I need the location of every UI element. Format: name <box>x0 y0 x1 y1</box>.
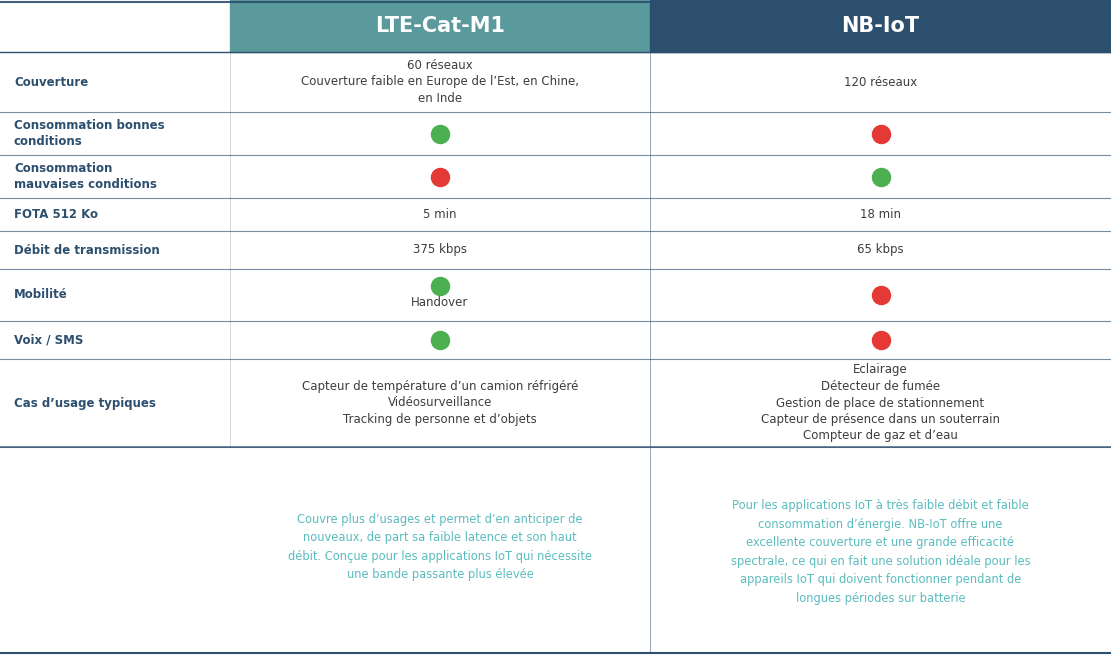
Text: Pour les applications IoT à très faible débit et faible
consommation d’énergie. : Pour les applications IoT à très faible … <box>731 499 1030 604</box>
Text: 60 réseaux
Couverture faible en Europe de l’Est, en Chine,
en Inde: 60 réseaux Couverture faible en Europe d… <box>301 59 579 105</box>
Text: 18 min: 18 min <box>860 208 901 221</box>
Text: Handover: Handover <box>411 296 469 309</box>
Text: 65 kbps: 65 kbps <box>858 244 904 256</box>
Text: Capteur de température d’un camion réfrigéré
Vidéosurveillance
Tracking de perso: Capteur de température d’un camion réfri… <box>302 380 578 426</box>
Text: Couvre plus d’usages et permet d’en anticiper de
nouveaux, de part sa faible lat: Couvre plus d’usages et permet d’en anti… <box>288 512 592 581</box>
Text: 120 réseaux: 120 réseaux <box>844 76 917 89</box>
Text: Cas d’usage typiques: Cas d’usage typiques <box>14 397 156 409</box>
Text: 375 kbps: 375 kbps <box>413 244 467 256</box>
Text: 5 min: 5 min <box>423 208 457 221</box>
Bar <box>650 0 1111 52</box>
Text: Mobilité: Mobilité <box>14 288 68 302</box>
Text: NB-IoT: NB-IoT <box>841 16 920 36</box>
Text: LTE-Cat-M1: LTE-Cat-M1 <box>376 16 506 36</box>
Text: Débit de transmission: Débit de transmission <box>14 244 160 256</box>
Text: Consommation
mauvaises conditions: Consommation mauvaises conditions <box>14 162 157 191</box>
Text: FOTA 512 Ko: FOTA 512 Ko <box>14 208 98 221</box>
Text: Voix / SMS: Voix / SMS <box>14 334 83 346</box>
Bar <box>230 0 650 52</box>
Text: Couverture: Couverture <box>14 76 88 89</box>
Text: Consommation bonnes
conditions: Consommation bonnes conditions <box>14 119 164 148</box>
Text: Eclairage
Détecteur de fumée
Gestion de place de stationnement
Capteur de présen: Eclairage Détecteur de fumée Gestion de … <box>761 363 1000 443</box>
